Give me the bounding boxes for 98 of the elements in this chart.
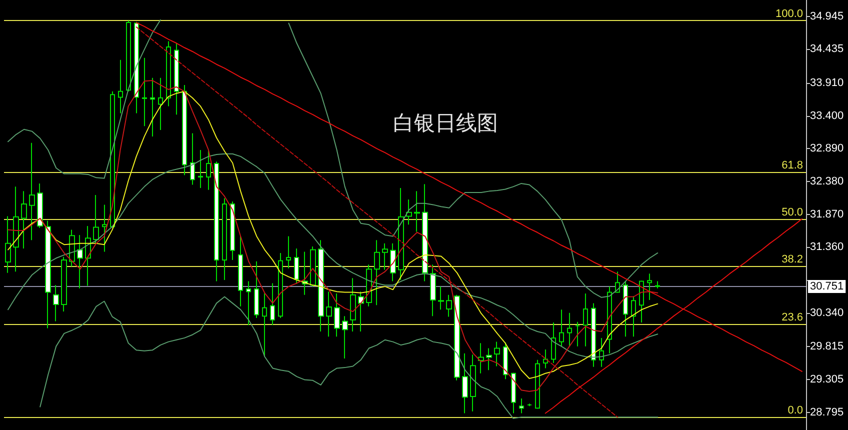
- y-tick-label: 33.400: [810, 110, 844, 122]
- candlestick: [438, 286, 444, 310]
- candlestick: [21, 190, 27, 249]
- candlestick: [551, 322, 556, 364]
- candlestick: [77, 234, 83, 289]
- candlestick: [206, 149, 211, 190]
- annotation: 23.6: [782, 311, 803, 324]
- candlestick: [422, 184, 428, 282]
- candlestick: [182, 84, 187, 176]
- y-tick-label: 29.815: [810, 340, 844, 353]
- candlestick: [631, 296, 636, 338]
- candlestick: [150, 77, 155, 137]
- candlestick: [29, 142, 35, 241]
- candlestick: [334, 293, 340, 338]
- y-tick-label: 31.360: [810, 241, 844, 254]
- candlestick: [406, 199, 412, 226]
- candlestick: [270, 282, 275, 326]
- text: 白银日线图: [393, 112, 498, 135]
- candlestick: [382, 242, 388, 270]
- candlestick: [5, 216, 11, 274]
- candlestick: [511, 372, 516, 414]
- line-series: [8, 153, 658, 358]
- candlestick: [390, 242, 396, 282]
- candlestick: [374, 240, 380, 306]
- y-tick-label: 29.305: [810, 373, 844, 386]
- candlestick: [543, 349, 548, 369]
- candlestick: [13, 186, 19, 272]
- candlestick: [174, 42, 179, 116]
- y-tick-label: 34.435: [810, 43, 844, 56]
- candlestick: [599, 337, 604, 368]
- candlestick: [278, 252, 283, 318]
- candlestick: [478, 342, 484, 374]
- y-tick-label: 32.890: [810, 142, 844, 155]
- candlestick: [398, 187, 404, 281]
- candlestick: [342, 316, 348, 360]
- candlestick: [53, 284, 59, 322]
- annotation: 61.8: [782, 159, 803, 172]
- candlestick: [246, 280, 251, 326]
- candlestick: [519, 398, 524, 414]
- annotation: 50.0: [782, 206, 803, 218]
- candlestick: [126, 20, 131, 92]
- y-tick-label: 33.910: [810, 77, 844, 90]
- candlestick: [118, 59, 123, 114]
- ref-line-label: 30.751: [810, 280, 844, 292]
- candlestick: [535, 359, 540, 410]
- candlestick: [166, 40, 171, 107]
- candlestick: [575, 321, 580, 347]
- candlestick: [414, 190, 420, 232]
- candlestick: [639, 280, 644, 323]
- candlestick: [158, 77, 163, 131]
- candlestick: [591, 302, 596, 368]
- candlestick: [350, 278, 356, 332]
- candlestick: [647, 273, 652, 300]
- candlestick: [446, 294, 452, 318]
- candlestick: [559, 309, 564, 347]
- line-series: [40, 296, 658, 419]
- candlestick: [607, 286, 612, 354]
- y-tick-label: 34.945: [810, 10, 844, 22]
- candlestick: [310, 246, 316, 287]
- candlestick: [326, 291, 332, 338]
- candlestick: [294, 248, 299, 284]
- candlestick: [45, 220, 51, 329]
- candlestick: [583, 293, 588, 347]
- candlestick: [262, 293, 267, 358]
- candlestick: [318, 240, 324, 332]
- candlestick: [214, 161, 219, 282]
- candlestick: [230, 200, 235, 261]
- y-tick-label: 28.795: [810, 406, 844, 418]
- candlestick: [142, 57, 147, 127]
- candlestick: [430, 264, 436, 317]
- candlestick: [623, 280, 628, 338]
- candlestick: [655, 280, 660, 289]
- y-tick-label: 30.340: [810, 306, 844, 319]
- annotation: 100.0: [775, 8, 803, 20]
- candlestick: [494, 341, 500, 367]
- candlestick: [110, 90, 115, 228]
- candlestick: [190, 132, 195, 186]
- candlestick: [454, 294, 460, 381]
- y-tick-label: 32.380: [810, 176, 844, 188]
- candlestick: [503, 342, 508, 380]
- candlestick: [286, 236, 291, 269]
- candlestick: [527, 403, 532, 407]
- candlestick: [37, 182, 43, 228]
- annotation: 38.2: [782, 253, 803, 266]
- candlestick: [198, 149, 203, 188]
- candlestick: [470, 354, 476, 412]
- annotation: 0.0: [788, 404, 803, 417]
- y-tick-label: 31.870: [810, 208, 844, 220]
- candlestick: [254, 260, 259, 318]
- candlestick: [462, 352, 468, 414]
- candlestick: [102, 204, 107, 252]
- candlestick: [567, 312, 572, 347]
- candlestick: [486, 348, 492, 371]
- candlestick: [358, 291, 364, 332]
- candlestick: [93, 194, 99, 244]
- candlestick: [238, 236, 243, 307]
- candlestick: [222, 198, 227, 281]
- candlestick: [61, 256, 67, 312]
